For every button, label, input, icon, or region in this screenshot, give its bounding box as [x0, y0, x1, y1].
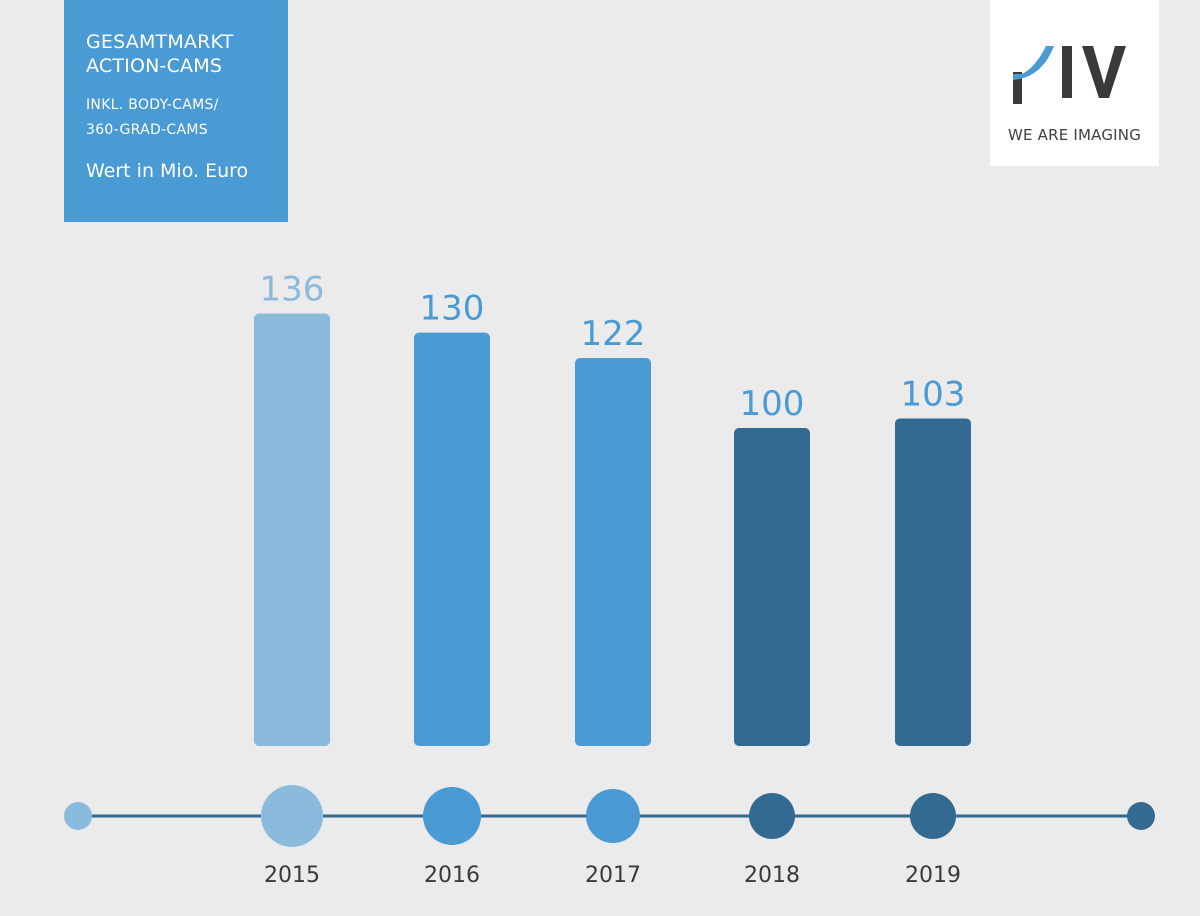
bar-2016 — [414, 332, 490, 746]
x-tick-label-2016: 2016 — [424, 863, 480, 888]
chart-title-line-2: ACTION-CAMS — [86, 55, 223, 77]
bars-layer — [254, 313, 971, 746]
timeline-marker-2015 — [261, 785, 323, 847]
bar-2018 — [734, 428, 810, 746]
data-label-2019: 103 — [901, 374, 966, 414]
chart-subtitle-line-1: INKL. BODY-CAMS/ — [86, 97, 219, 113]
data-label-2017: 122 — [581, 314, 646, 354]
logo-v — [1082, 46, 1126, 98]
logo-p-swoosh — [1013, 46, 1054, 80]
bar-2015 — [254, 313, 330, 746]
logo-tagline: WE ARE IMAGING — [1007, 126, 1142, 144]
x-tick-label-2019: 2019 — [905, 863, 961, 888]
timeline-marker-2019 — [910, 793, 956, 839]
data-label-2016: 130 — [420, 289, 485, 329]
chart-subtitle-line-2: 360-GRAD-CAMS — [86, 122, 208, 138]
x-tick-labels: 2015 2016 2017 2018 2019 — [264, 863, 961, 888]
data-label-2018: 100 — [740, 384, 805, 424]
logo-p-stem — [1013, 72, 1022, 104]
timeline — [64, 785, 1155, 847]
bar-2019 — [895, 418, 971, 746]
chart-title-line-1: GESAMTMARKT — [86, 31, 234, 53]
x-tick-label-2015: 2015 — [264, 863, 320, 888]
timeline-marker-2018 — [749, 793, 795, 839]
x-tick-label-2017: 2017 — [585, 863, 641, 888]
timeline-start-dot — [64, 802, 92, 830]
data-label-2015: 136 — [260, 270, 325, 310]
piv-logo-mark — [1013, 46, 1126, 104]
bar-2017 — [575, 358, 651, 746]
logo-i — [1062, 46, 1072, 98]
unit-label: Wert in Mio. Euro — [86, 160, 249, 182]
timeline-end-dot — [1127, 802, 1155, 830]
timeline-marker-2016 — [423, 787, 481, 845]
piv-logo: WE ARE IMAGING — [990, 0, 1159, 166]
chart-title-box: GESAMTMARKT ACTION-CAMS INKL. BODY-CAMS/… — [64, 0, 288, 222]
data-labels-layer: 136 130 122 100 103 — [260, 270, 966, 424]
timeline-marker-2017 — [586, 789, 640, 843]
chart-subtitle: INKL. BODY-CAMS/ 360-GRAD-CAMS — [86, 93, 288, 143]
x-tick-label-2018: 2018 — [744, 863, 800, 888]
